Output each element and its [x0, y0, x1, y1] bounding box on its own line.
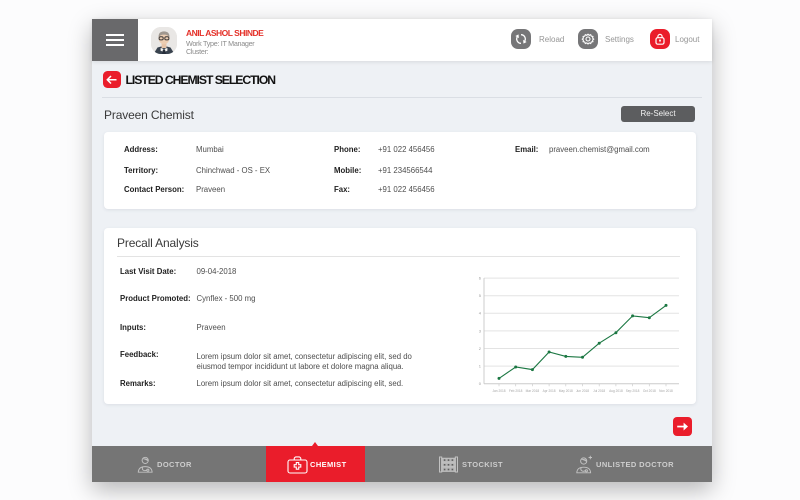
svg-text:4: 4	[479, 310, 482, 315]
svg-text:6: 6	[479, 275, 482, 280]
svg-text:May 2018: May 2018	[559, 389, 573, 393]
svg-text:Jun 2018: Jun 2018	[576, 389, 589, 393]
svg-text:Jul 2018: Jul 2018	[593, 389, 605, 393]
svg-text:Jan 2018: Jan 2018	[492, 389, 505, 393]
svg-text:Aug 2018: Aug 2018	[609, 389, 623, 393]
svg-text:Sep 2018: Sep 2018	[626, 389, 640, 393]
svg-text:Nov 2018: Nov 2018	[659, 389, 673, 393]
svg-text:2: 2	[479, 345, 482, 350]
svg-text:Oct 2018: Oct 2018	[643, 389, 656, 393]
svg-text:3: 3	[479, 328, 482, 333]
svg-text:Apr 2018: Apr 2018	[543, 389, 556, 393]
svg-text:Mar 2018: Mar 2018	[526, 389, 540, 393]
svg-text:5: 5	[479, 293, 482, 298]
svg-text:1: 1	[479, 363, 482, 368]
svg-text:Feb 2018: Feb 2018	[509, 389, 523, 393]
svg-text:0: 0	[479, 381, 482, 386]
